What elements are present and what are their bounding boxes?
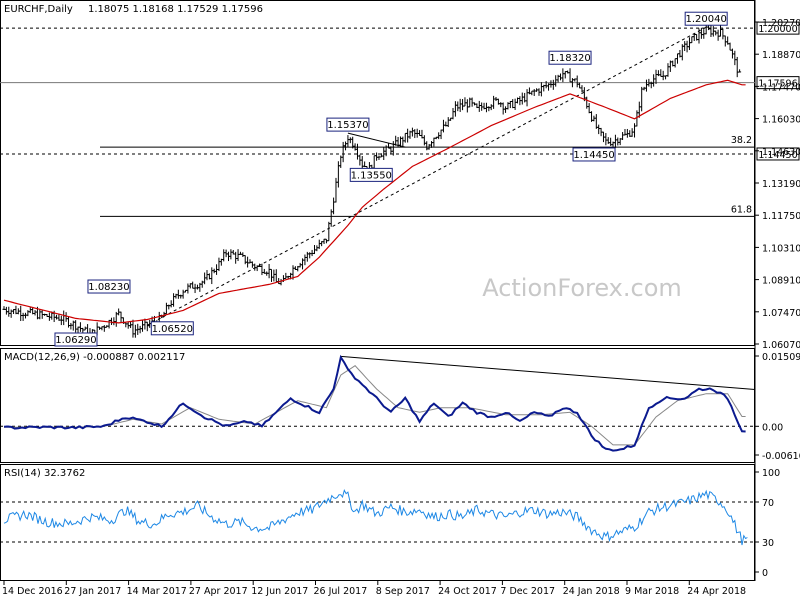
moving-average-line [3,79,746,324]
x-tick-label: 12 Jun 2017 [251,586,308,597]
price-y-tick-label: 1.14630 [762,147,800,158]
price-ohlc-header: 1.18075 1.18168 1.17529 1.17596 [88,4,263,15]
level-label: 1.14450 [758,150,797,161]
fib-label: 61.8 [731,204,752,215]
level-label: 1.17596 [758,79,797,90]
macd-y-tick-label: -0.00616 [762,451,800,462]
x-tick-label: 24 Jan 2018 [563,586,620,597]
x-tick-label: 27 Apr 2017 [189,586,248,597]
price-label-box [349,167,393,182]
price-label-box [326,117,370,132]
x-tick-label: 24 Apr 2018 [687,586,746,597]
watermark-text: ActionForex.com [482,274,682,302]
price-label: 1.08230 [88,282,129,293]
macd-y-tick-label: 0.015092 [762,352,800,363]
trend-line-short [347,132,406,148]
price-label: 1.06520 [152,324,193,335]
price-label: 1.14450 [573,150,614,161]
level-label-box [756,76,800,90]
rsi-y-tick-label: 70 [762,498,774,509]
price-label-box [548,50,592,65]
price-y-tick-label: 1.20270 [762,18,800,29]
rsi-y-tick-label: 30 [762,538,774,549]
price-y-tick-label: 1.13190 [762,179,800,190]
rsi-line [3,488,748,546]
x-tick-label: 24 Oct 2017 [438,586,497,597]
rsi-y-tick-label: 100 [762,468,780,479]
level-label-box [756,147,800,161]
x-tick-label: 8 Sep 2017 [376,586,430,597]
price-y-tick-label: 1.10310 [762,243,800,254]
x-tick-label: 7 Dec 2017 [500,586,555,597]
x-tick-label: 27 Jan 2017 [64,586,121,597]
x-tick-label: 14 Mar 2017 [127,586,187,597]
macd-panel-title: MACD(12,26,9) -0.000887 0.002117 [4,352,185,363]
price-label: 1.15370 [327,120,368,131]
x-tick-label: 14 Dec 2016 [2,586,63,597]
price-y-tick-label: 1.11750 [762,211,800,222]
price-label-box [87,279,131,294]
macd-y-tick-label: 0.00 [762,422,783,433]
level-label-box [756,21,800,35]
price-y-tick-label: 1.06070 [762,340,800,351]
price-y-tick-label: 1.07470 [762,308,800,319]
x-tick-label: 9 Mar 2018 [625,586,679,597]
price-label: 1.13550 [351,170,392,181]
x-tick-label: 26 Jul 2017 [314,586,368,597]
price-panel-title: EURCHF,Daily [4,4,73,15]
fib-label: 38.2 [731,135,752,146]
price-label-box [572,147,616,162]
macd-trend-line [340,355,756,390]
macd-signal-line [4,365,746,446]
price-label-box [684,11,728,26]
price-label-box [150,321,194,336]
price-y-tick-label: 1.18870 [762,50,800,61]
price-label: 1.06290 [55,335,96,346]
price-y-tick-label: 1.16030 [762,115,800,126]
price-y-tick-label: 1.08910 [762,276,800,287]
rsi-y-tick-label: 0 [762,568,768,579]
price-label: 1.18320 [549,53,590,64]
price-y-tick-label: 1.17470 [762,82,800,93]
rsi-panel-title: RSI(14) 32.3762 [4,468,85,479]
macd-line [3,354,746,452]
level-label: 1.20000 [758,24,797,35]
price-label-box [54,332,98,347]
price-label: 1.20040 [685,14,726,25]
